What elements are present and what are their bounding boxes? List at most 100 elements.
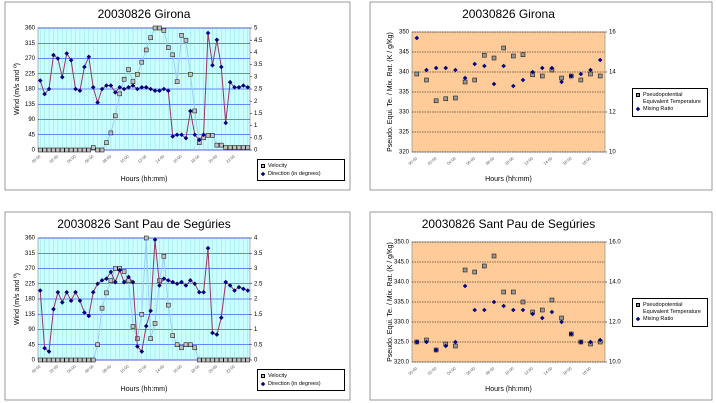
marker: [511, 289, 516, 295]
x-tick-label: 00:00: [407, 155, 418, 166]
marker: [245, 85, 251, 90]
x-tick-label: 20:00: [207, 153, 218, 164]
marker: [472, 269, 477, 275]
y2-tick-label: 2: [254, 99, 258, 105]
marker: [205, 357, 211, 363]
y-tick-label: 330: [399, 110, 410, 116]
marker: [99, 147, 105, 153]
marker: [192, 132, 198, 138]
y-tick-label: 350.0: [394, 240, 410, 246]
marker: [143, 323, 149, 329]
marker: [241, 286, 246, 292]
marker: [201, 289, 206, 295]
x-tick-label: 12:00: [523, 365, 534, 376]
marker: [73, 357, 78, 363]
marker: [104, 140, 109, 145]
marker: [51, 147, 56, 153]
x-tick-label: 04:00: [66, 153, 77, 164]
marker: [121, 86, 127, 92]
marker: [68, 57, 74, 63]
marker: [433, 98, 439, 104]
marker: [77, 298, 83, 303]
x-tick-label: 16:00: [562, 155, 573, 166]
y-tick-label: 325: [399, 130, 410, 136]
marker: [73, 289, 78, 295]
y-tick-label: 180: [25, 87, 36, 93]
y2-tick-label: 2.5: [254, 87, 263, 93]
marker: [183, 135, 189, 141]
marker: [588, 339, 593, 345]
marker: [108, 269, 114, 275]
x-tick-label: 12:00: [137, 363, 148, 374]
marker: [166, 302, 171, 308]
marker: [143, 47, 149, 53]
marker: [86, 54, 92, 60]
legend-label: Mixing Ratio: [643, 316, 674, 322]
marker: [520, 52, 526, 58]
marker: [130, 324, 136, 329]
marker: [60, 147, 65, 153]
y-axis-label: Pseudo. Equi. Te. / Mix. Rat. (K / g/Kg): [387, 32, 394, 152]
marker: [95, 100, 100, 105]
y2-tick-label: 2: [254, 297, 258, 303]
y-axis-label: Wind (m/s and º): [14, 273, 21, 325]
y-tick-label: 45: [28, 132, 35, 138]
marker: [73, 86, 78, 92]
legend-marker: [636, 93, 640, 97]
marker: [597, 337, 603, 343]
marker: [99, 86, 105, 92]
marker: [161, 254, 167, 259]
legend-label: Mixing Ratio: [643, 106, 674, 112]
marker: [214, 142, 220, 148]
x-tick-label: 02:00: [427, 365, 438, 376]
marker: [126, 274, 131, 280]
marker: [227, 283, 233, 288]
marker: [86, 357, 92, 363]
marker: [433, 65, 439, 71]
chart-title: 20030826 Girona: [98, 7, 191, 21]
marker: [491, 253, 497, 259]
marker: [245, 357, 251, 363]
marker: [95, 281, 100, 287]
marker: [113, 113, 118, 119]
marker: [179, 33, 184, 38]
legend-label: Pseudopotential Equivalent Temperature: [643, 302, 701, 315]
y2-tick-label: 14.0: [609, 280, 621, 286]
marker: [462, 283, 468, 289]
y-tick-label: 345.0: [394, 260, 410, 266]
y2-tick-label: 4: [254, 236, 258, 242]
marker: [236, 145, 242, 150]
y2-tick-label: 5: [254, 26, 258, 32]
marker: [188, 108, 193, 114]
x-tick-label: 14:00: [542, 365, 553, 376]
marker: [443, 343, 449, 349]
marker: [42, 147, 47, 153]
marker: [462, 75, 468, 81]
marker: [241, 145, 246, 150]
marker: [539, 315, 545, 321]
legend-marker: [635, 106, 641, 112]
y-tick-label: 360: [25, 236, 36, 242]
marker: [196, 357, 202, 363]
marker: [90, 289, 96, 295]
marker: [95, 342, 100, 347]
marker: [157, 25, 162, 31]
marker: [174, 132, 180, 138]
x-tick-label: 02:00: [48, 363, 59, 374]
marker: [568, 331, 574, 337]
marker: [223, 279, 229, 285]
legend-entry: Velocity: [261, 163, 341, 170]
marker: [223, 120, 229, 126]
marker: [472, 61, 478, 67]
marker: [501, 289, 506, 295]
marker: [135, 86, 140, 92]
x-tick-label: 08:00: [484, 365, 495, 376]
marker: [161, 276, 167, 281]
marker: [491, 81, 497, 87]
x-tick-label: 14:00: [542, 155, 553, 166]
y-tick-label: 345: [399, 50, 410, 56]
legend: Pseudopotential Equivalent Temperature Mi…: [632, 298, 708, 327]
y2-tick-label: 3.5: [254, 251, 263, 257]
marker: [223, 145, 228, 150]
marker: [152, 25, 158, 31]
